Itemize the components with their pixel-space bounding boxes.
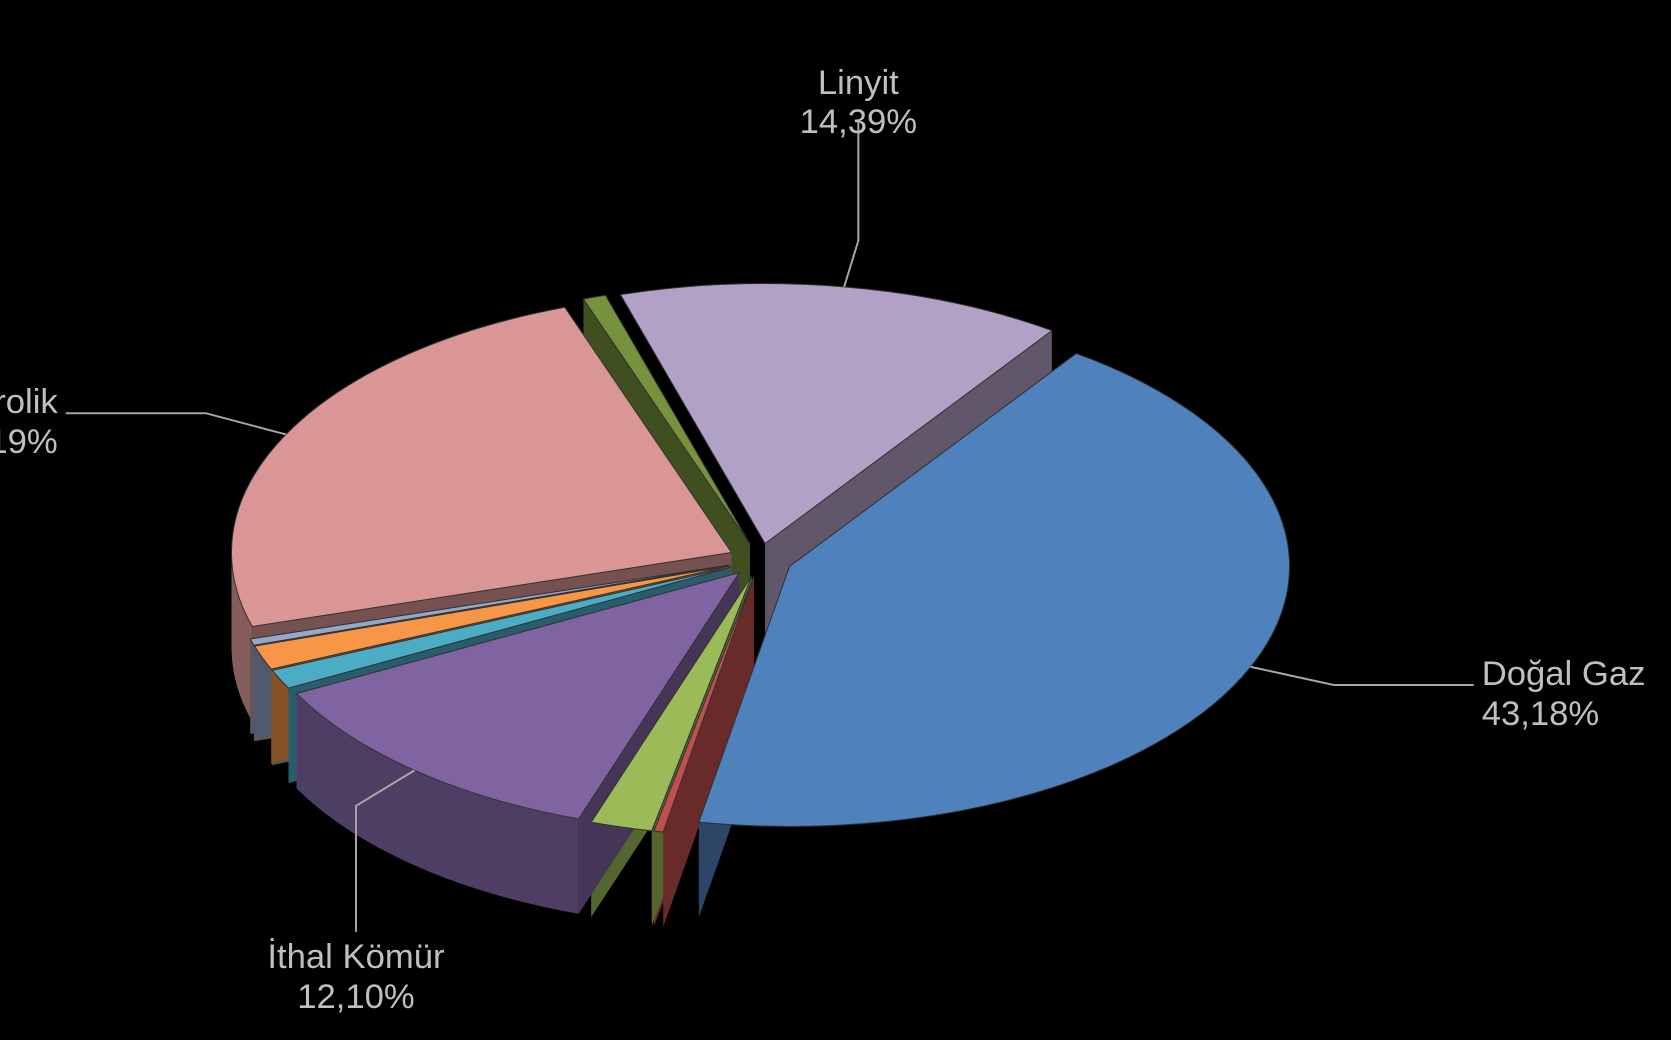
callout-leader [844, 122, 858, 287]
pie-slice-label-name: Hidrolik [0, 383, 58, 423]
pie-slice-label: Linyit14,39% [800, 64, 918, 144]
callout-leader [66, 413, 286, 434]
pie-slice-label-percent: 14,39% [800, 103, 918, 143]
pie-slice-label: Hidrolik24,19% [0, 383, 58, 463]
pie-slice-label-percent: 12,10% [267, 978, 444, 1018]
pie-slice-label-percent: 24,19% [0, 423, 58, 463]
callout-leader [1251, 667, 1474, 685]
pie-slice-label-percent: 43,18% [1482, 695, 1646, 735]
pie-slice-label-name: Linyit [800, 64, 918, 104]
pie-slice-label-name: Doğal Gaz [1482, 655, 1646, 695]
pie-slice-label-name: İthal Kömür [267, 938, 444, 978]
pie-slice-label: İthal Kömür12,10% [267, 938, 444, 1018]
pie-slice-label: Doğal Gaz43,18% [1482, 655, 1646, 735]
pie-chart-3d: Doğal Gaz43,18% İthal Kömür12,10% Hidrolik… [0, 0, 1671, 1040]
